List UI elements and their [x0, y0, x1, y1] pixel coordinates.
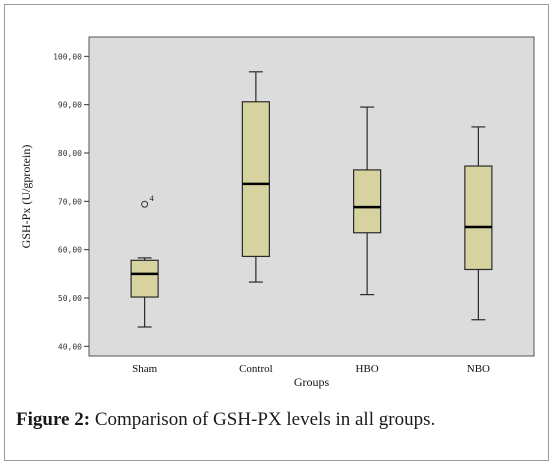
category-label: Control [239, 363, 273, 375]
y-tick-label: 80,00 [58, 149, 82, 158]
box-group [353, 106, 382, 296]
caption-text: Comparison of GSH-PX levels in all group… [90, 409, 436, 430]
box-group [464, 126, 493, 321]
y-axis-title: GSH-Px (U/gprotein) [19, 145, 33, 249]
box-group [241, 71, 270, 283]
iqr-box [464, 165, 493, 271]
y-tick-label: 90,00 [58, 101, 82, 110]
category-label: HBO [356, 363, 379, 375]
category-label: NBO [467, 363, 490, 375]
figure-caption: Figure 2: Comparison of GSH-PX levels in… [16, 409, 435, 431]
caption-label: Figure 2: [16, 409, 91, 430]
outlier-label: 4 [150, 194, 154, 203]
y-tick-label: 40,00 [58, 342, 82, 351]
category-label: Sham [132, 363, 158, 375]
y-tick-label: 70,00 [58, 197, 82, 206]
iqr-box [241, 101, 270, 258]
iqr-box [130, 259, 159, 298]
x-axis-title: Groups [294, 375, 330, 389]
box-group: 4 [130, 194, 159, 328]
y-tick-label: 50,00 [58, 294, 82, 303]
plot-area [88, 36, 535, 357]
outlier-point [141, 200, 149, 208]
boxplot-chart: 40,00 50,00 60,00 70,00 80,00 90,00 100,00 4 S… [19, 36, 535, 389]
y-tick-label: 60,00 [58, 246, 82, 255]
iqr-box [353, 169, 382, 234]
y-tick-label: 100,00 [53, 52, 82, 61]
